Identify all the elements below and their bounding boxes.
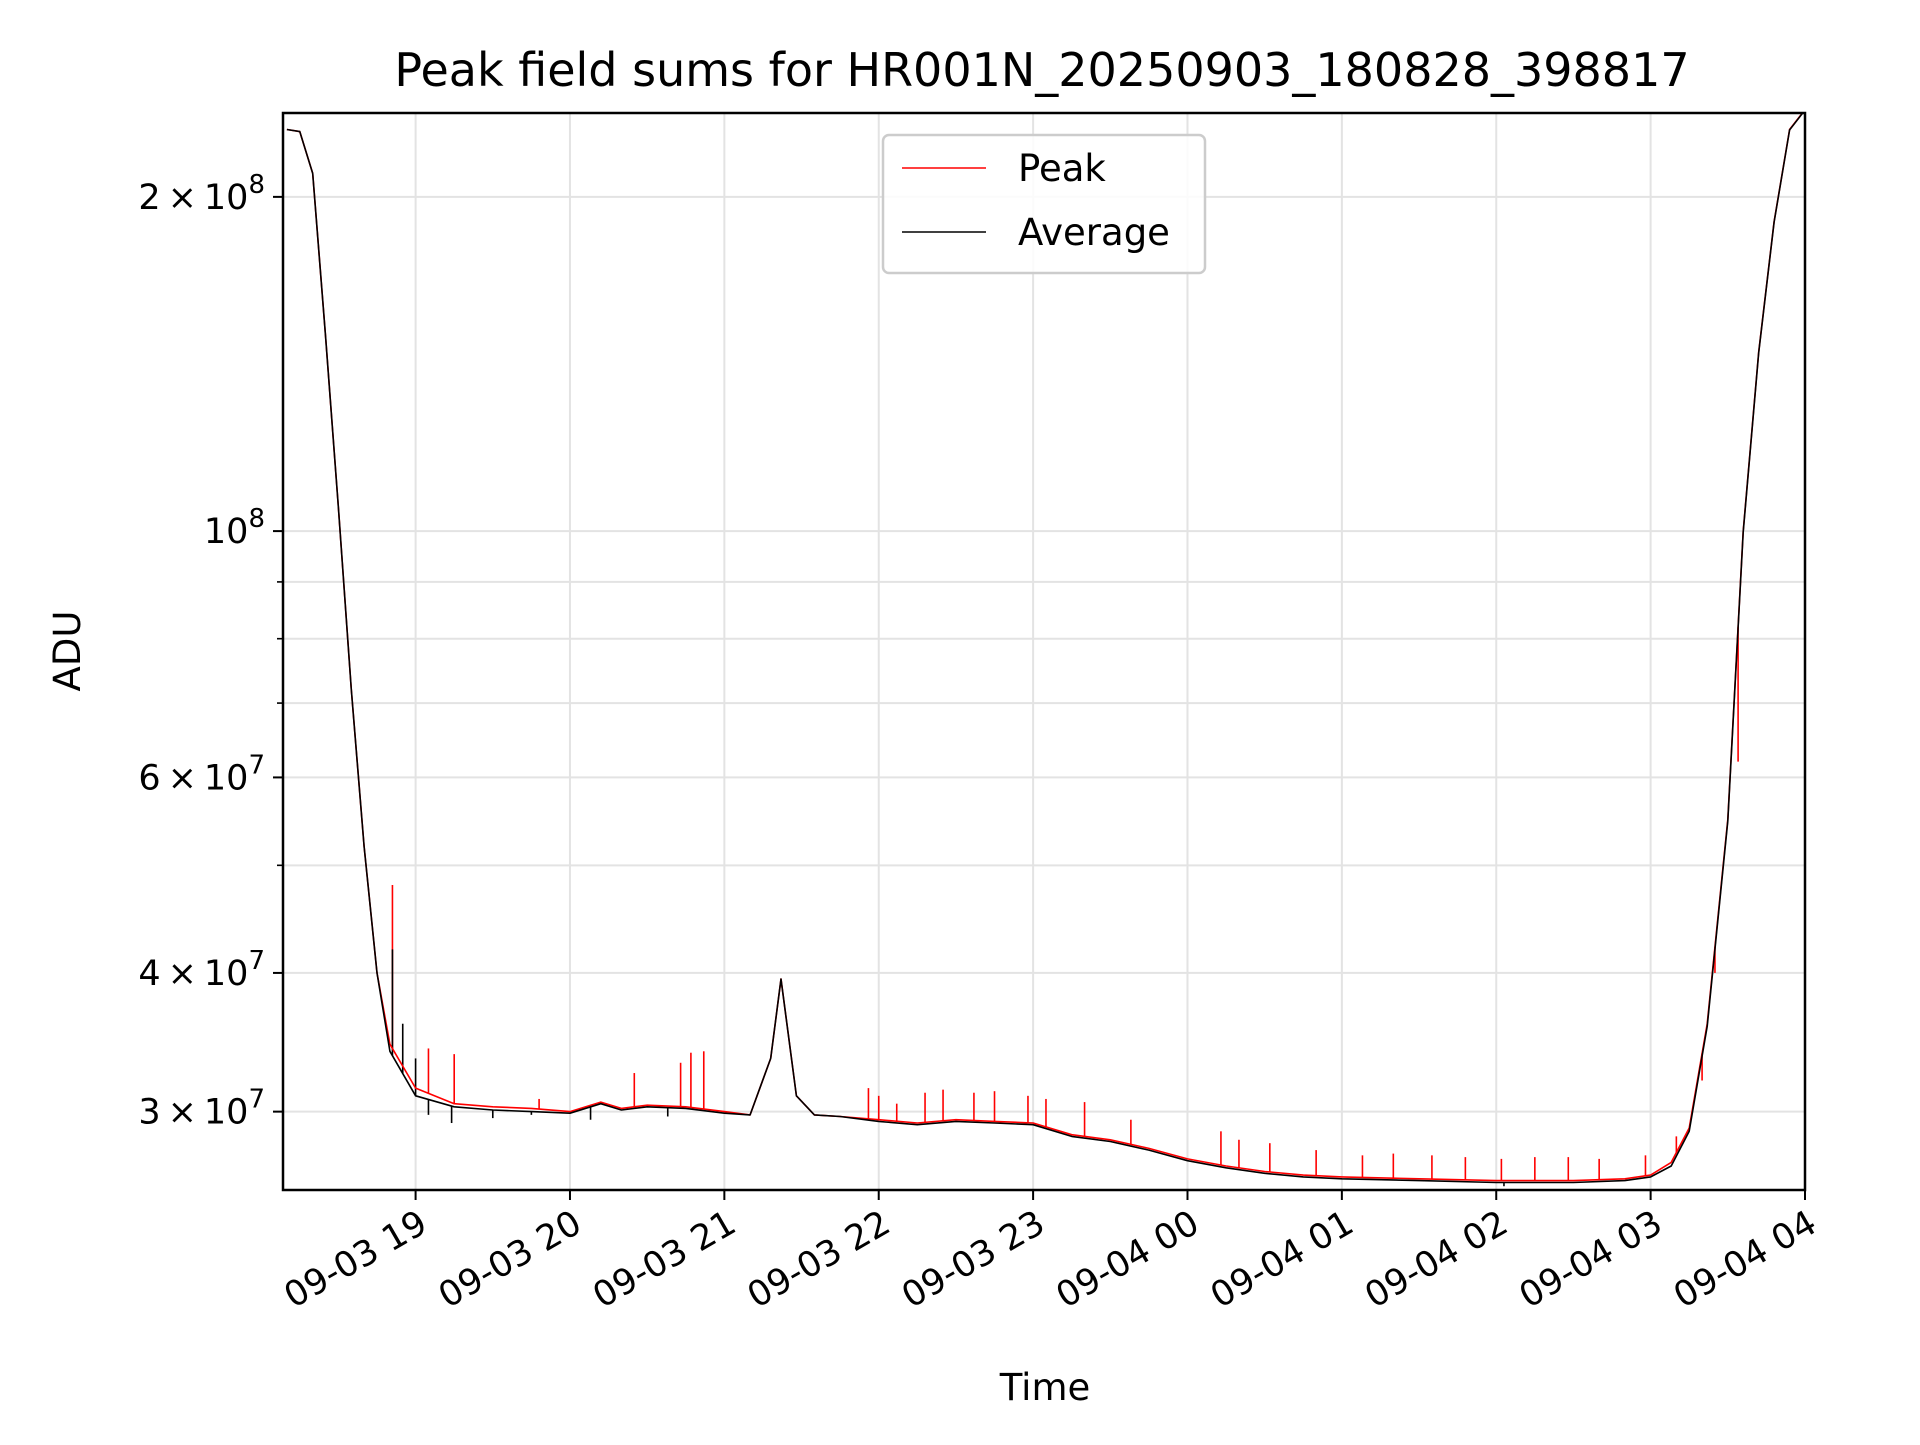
chart-title: Peak field sums for HR001N_20250903_1808… xyxy=(394,43,1689,97)
legend-label-average: Average xyxy=(1018,211,1170,254)
y-tick-exponent: 8 xyxy=(248,504,265,534)
series-layer xyxy=(286,113,1804,1184)
y-tick-base: 2 × 10 xyxy=(138,178,248,218)
plot-frame xyxy=(281,111,1807,1192)
y-tick-base: 10 xyxy=(204,512,249,552)
y-tick-label: 108 xyxy=(204,504,265,552)
y-tick-base: 6 × 10 xyxy=(138,758,248,798)
spike-layer xyxy=(391,627,1739,1187)
y-tick-label: 6 × 107 xyxy=(138,750,265,798)
legend-label-peak: Peak xyxy=(1018,147,1106,190)
y-tick-label: 4 × 107 xyxy=(138,946,265,994)
y-tick-exponent: 7 xyxy=(248,946,265,976)
legend-box xyxy=(881,133,1207,275)
y-tick-label: 3 × 107 xyxy=(138,1085,265,1133)
y-tick-label: 2 × 108 xyxy=(138,170,265,218)
y-tick-exponent: 8 xyxy=(248,170,265,200)
y-axis-label: ADU xyxy=(46,611,89,692)
y-tick-exponent: 7 xyxy=(248,750,265,780)
x-axis-label: Time xyxy=(999,1366,1091,1409)
series-line-average xyxy=(286,113,1804,1184)
y-tick-exponent: 7 xyxy=(248,1085,265,1115)
y-tick-base: 3 × 10 xyxy=(138,1093,248,1133)
y-tick-base: 4 × 10 xyxy=(138,954,248,994)
legend: Peak Average xyxy=(881,133,1207,275)
series-line-peak xyxy=(286,113,1804,1182)
